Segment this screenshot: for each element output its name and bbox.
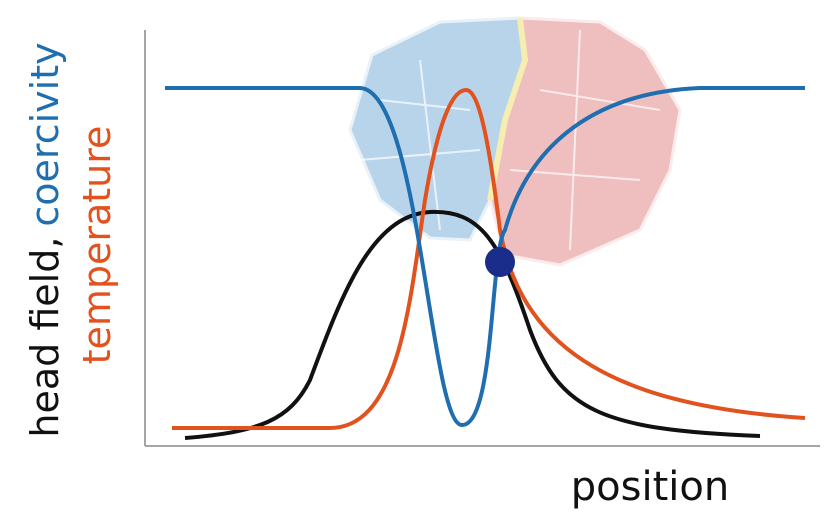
grain-illustration — [350, 18, 680, 265]
page: head field, coercivity temperature positi… — [0, 0, 825, 512]
y-axis-label: head field, coercivity — [23, 42, 67, 437]
write-point — [485, 247, 515, 277]
y-axis-label-2: temperature — [75, 126, 119, 365]
x-axis-label: position — [571, 464, 729, 510]
diagram: head field, coercivity temperature positi… — [0, 0, 825, 512]
y-label-coercivity: coercivity — [23, 42, 67, 226]
head-field-curve — [185, 212, 760, 438]
y-label-head-field: head field, — [23, 237, 67, 438]
